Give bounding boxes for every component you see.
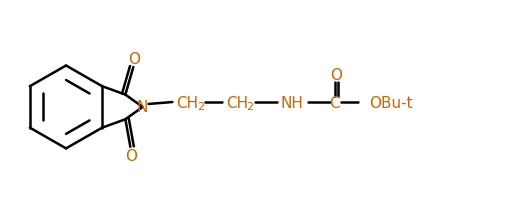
- Text: O: O: [125, 149, 137, 164]
- Text: 2: 2: [197, 102, 204, 111]
- Text: NH: NH: [280, 95, 303, 110]
- Text: N: N: [137, 100, 148, 115]
- Text: CH: CH: [226, 95, 248, 110]
- Text: C: C: [329, 95, 340, 110]
- Text: OBu-t: OBu-t: [370, 95, 413, 110]
- Text: O: O: [330, 68, 342, 82]
- Text: CH: CH: [176, 95, 198, 110]
- Text: O: O: [128, 51, 140, 66]
- Text: 2: 2: [246, 102, 254, 111]
